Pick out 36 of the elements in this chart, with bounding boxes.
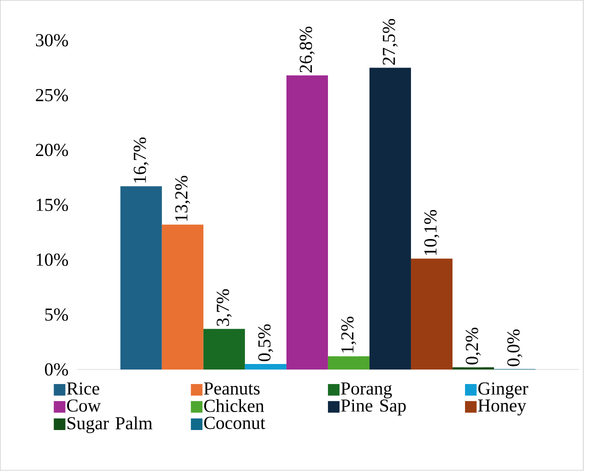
- legend-label: Peanuts: [204, 382, 260, 395]
- y-tick-label: 5%: [45, 308, 68, 322]
- data-label: 1,2%: [341, 316, 356, 353]
- data-label: 13,2%: [175, 176, 190, 222]
- bar: [203, 329, 245, 370]
- data-label: 27,5%: [382, 19, 398, 66]
- y-tick-label: 30%: [36, 34, 68, 47]
- data-label: 10,1%: [424, 210, 440, 256]
- bar: [328, 356, 370, 370]
- legend-label: Coconut: [204, 417, 266, 430]
- bar: [452, 367, 494, 370]
- y-tick-label: 25%: [36, 89, 68, 102]
- bar: [410, 258, 452, 370]
- legend-label: Sugar Palm: [68, 416, 152, 434]
- legend-label: Pine Sap: [341, 400, 406, 416]
- legend-label: Honey: [478, 400, 526, 416]
- y-tick-label: 10%: [36, 254, 68, 266]
- bar: [369, 68, 411, 370]
- legend-label: Cow: [67, 400, 101, 412]
- bar: [120, 186, 162, 370]
- legend-label: Ginger: [478, 382, 528, 399]
- data-label: 0,0%: [507, 330, 522, 366]
- bar: [162, 224, 204, 370]
- legend-label: Chicken: [204, 399, 264, 412]
- y-tick-label: 20%: [36, 144, 68, 156]
- data-label: 0,5%: [258, 324, 274, 362]
- data-label: 26,8%: [300, 26, 315, 73]
- legend-label: Porang: [341, 382, 392, 399]
- y-tick-label: 15%: [36, 198, 68, 212]
- bar: [286, 76, 328, 370]
- bar: [244, 364, 286, 370]
- y-tick-label: 0%: [44, 364, 68, 376]
- data-label: 16,7%: [134, 138, 149, 183]
- legend-label: Rice: [66, 382, 100, 395]
- data-label: 3,7%: [216, 290, 232, 326]
- data-label: 0,2%: [466, 328, 481, 365]
